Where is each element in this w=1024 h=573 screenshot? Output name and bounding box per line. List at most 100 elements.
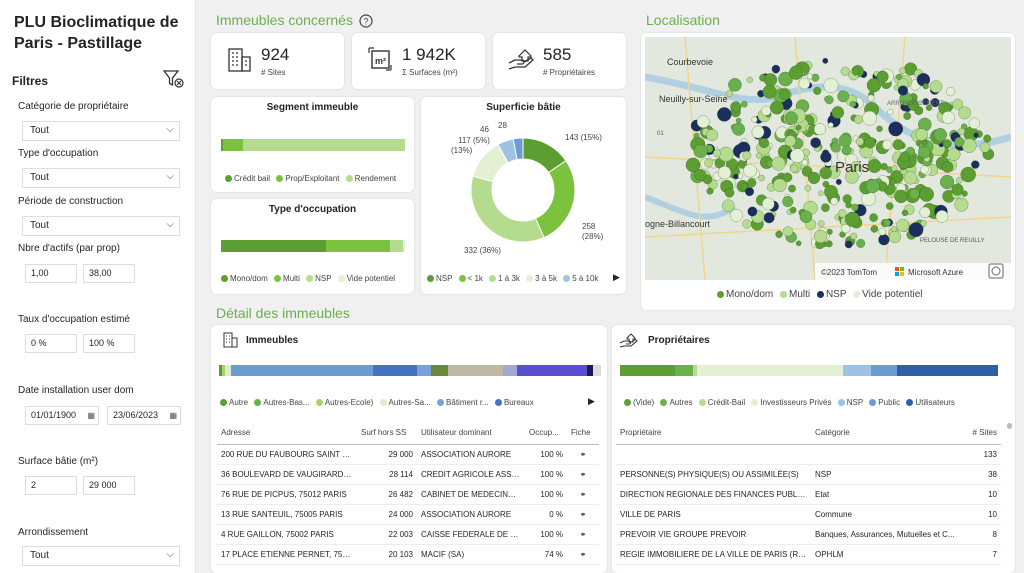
map-marker[interactable] <box>908 222 924 238</box>
map-marker[interactable] <box>724 187 735 198</box>
map-marker[interactable] <box>957 127 966 136</box>
map-marker[interactable] <box>813 229 828 244</box>
col-header-user[interactable]: Utilisateur dominant <box>417 422 525 445</box>
map-marker[interactable] <box>821 203 830 213</box>
owner-category-dropdown[interactable]: Tout ⌵ <box>22 121 180 141</box>
donut-slice[interactable] <box>470 175 545 243</box>
map-marker[interactable] <box>762 84 777 99</box>
assets-min-input[interactable]: 1,00 <box>25 264 77 283</box>
table-row[interactable]: 17 PLACE ETIENNE PERNET, 7501... 20 103 MA… <box>217 544 599 565</box>
map-marker[interactable] <box>824 184 838 199</box>
map-marker[interactable] <box>883 218 891 227</box>
clear-filter-icon[interactable] <box>163 69 185 89</box>
map-marker[interactable] <box>890 226 897 232</box>
map-marker[interactable] <box>838 133 852 148</box>
map-marker[interactable] <box>925 104 933 111</box>
map-marker[interactable] <box>899 151 911 162</box>
map-marker[interactable] <box>952 98 964 110</box>
map-marker[interactable] <box>810 137 821 149</box>
map-marker[interactable] <box>822 149 830 157</box>
table-row[interactable]: VILLE DE PARIS Commune 10 <box>616 504 1001 525</box>
assets-max-input[interactable]: 38,00 <box>83 264 135 283</box>
col-header-category[interactable]: Catégorie <box>811 422 961 445</box>
map-marker[interactable] <box>730 101 742 113</box>
link-icon[interactable]: ⚭ <box>567 464 599 485</box>
map-marker[interactable] <box>889 178 897 185</box>
legend-next-arrow[interactable]: ▶ <box>588 396 595 406</box>
map-marker[interactable] <box>826 228 833 235</box>
map-marker[interactable] <box>850 232 858 240</box>
col-header-surface[interactable]: Surf hors SS <box>357 422 417 445</box>
map-marker[interactable] <box>971 160 980 169</box>
bar-segment[interactable] <box>403 240 405 252</box>
occupancy-max-input[interactable]: 100 % <box>83 334 135 353</box>
location-map[interactable]: Courbevoie Neuilly-sur-Seine ARRONDISSEM… <box>645 37 1011 280</box>
map-marker[interactable] <box>882 139 893 150</box>
map-marker[interactable] <box>732 173 739 180</box>
bar-segment[interactable] <box>390 240 404 252</box>
map-marker[interactable] <box>831 106 845 119</box>
bar-segment[interactable] <box>221 139 223 151</box>
map-marker[interactable] <box>920 220 927 227</box>
map-marker[interactable] <box>735 117 742 124</box>
map-marker[interactable] <box>892 139 904 151</box>
map-marker[interactable] <box>850 161 862 172</box>
map-marker[interactable] <box>811 73 820 82</box>
map-marker[interactable] <box>878 234 890 246</box>
map-marker[interactable] <box>968 117 981 130</box>
map-marker[interactable] <box>706 187 714 195</box>
table-row[interactable]: 4 RUE GAILLON, 75002 PARIS 22 003 CAISSE F… <box>217 524 599 545</box>
map-marker[interactable] <box>907 99 920 111</box>
map-marker[interactable] <box>909 188 920 200</box>
map-marker[interactable] <box>901 209 909 217</box>
map-marker[interactable] <box>763 212 775 224</box>
map-marker[interactable] <box>876 125 883 133</box>
table-row[interactable]: PERSONNE(S) PHYSIQUE(S) OU ASSIMILÉE(S) N… <box>616 464 1001 485</box>
map-marker[interactable] <box>840 66 850 76</box>
surface-donut-chart[interactable]: 143 (15%) 258(28%) 332 (36%) 117 (5%)(13%) 4… <box>421 115 626 275</box>
map-marker[interactable] <box>782 172 793 183</box>
map-marker[interactable] <box>769 100 784 115</box>
map-marker[interactable] <box>942 139 952 149</box>
map-marker[interactable] <box>788 184 796 193</box>
map-marker[interactable] <box>947 147 961 161</box>
map-marker[interactable] <box>983 134 992 143</box>
map-marker[interactable] <box>790 164 799 173</box>
map-marker[interactable] <box>818 190 824 197</box>
map-marker[interactable] <box>718 94 726 102</box>
map-marker[interactable] <box>744 187 755 197</box>
map-marker[interactable] <box>717 166 732 180</box>
map-marker[interactable] <box>960 166 976 183</box>
map-marker[interactable] <box>845 201 852 209</box>
owners-category-bar[interactable] <box>620 365 998 376</box>
map-marker[interactable] <box>919 186 934 202</box>
map-marker[interactable] <box>761 105 772 116</box>
map-marker[interactable] <box>885 202 894 210</box>
map-marker[interactable] <box>813 86 822 95</box>
surface-min-input[interactable]: 2 <box>25 476 77 495</box>
map-marker[interactable] <box>725 89 734 98</box>
map-marker[interactable] <box>838 209 847 218</box>
map-marker[interactable] <box>919 165 929 175</box>
col-header-address[interactable]: Adresse <box>217 422 357 445</box>
map-marker[interactable] <box>955 177 963 184</box>
map-marker[interactable] <box>746 76 753 83</box>
calendar-icon[interactable]: ▦ <box>87 411 95 420</box>
map-marker[interactable] <box>775 230 783 239</box>
table-row[interactable]: PREVOIR VIE GROUPE PREVOIR Banques, Assur… <box>616 524 1001 545</box>
map-marker[interactable] <box>721 199 735 213</box>
map-marker[interactable] <box>841 223 851 234</box>
map-marker[interactable] <box>835 178 842 185</box>
map-marker[interactable] <box>795 124 802 131</box>
table-row[interactable]: 36 BOULEVARD DE VAUGIRARD, ... 28 114 CRED… <box>217 464 599 485</box>
bar-segment[interactable] <box>222 139 244 151</box>
map-marker[interactable] <box>817 220 825 228</box>
map-marker[interactable] <box>903 112 912 120</box>
map-marker[interactable] <box>878 227 887 236</box>
map-marker[interactable] <box>865 178 880 194</box>
map-marker[interactable] <box>876 70 889 83</box>
map-marker[interactable] <box>917 145 931 159</box>
table-row[interactable]: 133 <box>616 444 1001 465</box>
map-marker[interactable] <box>954 136 965 148</box>
table-row[interactable]: REGIE IMMOBILIERE DE LA VILLE DE PARIS (… <box>616 544 1001 565</box>
